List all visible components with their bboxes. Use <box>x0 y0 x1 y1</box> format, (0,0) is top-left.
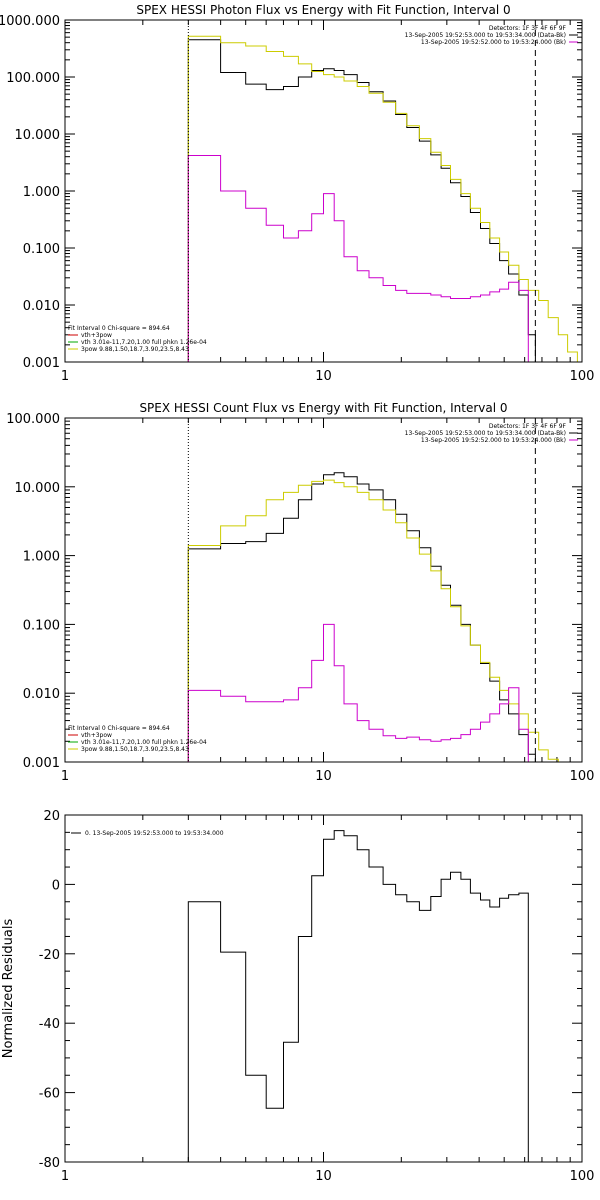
x-tick-label: 100 <box>570 1169 595 1184</box>
y-tick-label: -60 <box>39 1087 60 1102</box>
x-tick-label: 1 <box>61 769 69 784</box>
x-tick-label: 10 <box>315 369 332 384</box>
y-tick-label: 100.000 <box>6 412 60 427</box>
y-tick-label: -80 <box>39 1156 60 1171</box>
legend-entry: 13-Sep-2005 19:52:52.000 to 19:53:24.000… <box>421 39 566 46</box>
plot-frame <box>64 19 583 363</box>
x-tick-label: 100 <box>570 369 595 384</box>
legend-entry: 13-Sep-2005 19:52:53.000 to 19:53:34.000… <box>405 430 566 437</box>
y-tick-label: 10.000 <box>15 128 61 143</box>
legend-entry: vth+3pow <box>81 332 112 339</box>
plot-frame <box>64 814 583 1163</box>
x-tick-label: 1 <box>61 1169 69 1184</box>
y-tick-label: 0.001 <box>23 356 60 371</box>
y-tick-label: 1.000 <box>23 550 60 565</box>
series-line-1 <box>187 39 536 362</box>
legend-entry: vth 3.01e-11,7.20,1.00 full phkn 1.26e-0… <box>81 739 207 746</box>
y-tick-label: 1000.000 <box>0 14 60 29</box>
legend-entry: 3pow 9.88,1.50,18.7,3.90,23.5,8.43 <box>81 746 189 753</box>
y-tick-label: 0.100 <box>23 242 60 257</box>
y-tick-label: 0.100 <box>23 618 60 633</box>
x-tick-label: 1 <box>61 369 69 384</box>
x-tick-label: 10 <box>315 1169 332 1184</box>
legend-entry: 13-Sep-2005 19:52:52.000 to 19:53:24.000… <box>421 437 566 444</box>
chart-title: SPEX HESSI Photon Flux vs Energy with Fi… <box>136 3 510 17</box>
legend-entry: 3pow 9.88,1.50,18.7,3.90,23.5,8.43 <box>81 346 189 353</box>
panel-1: SPEX HESSI Photon Flux vs Energy with Fi… <box>0 3 594 384</box>
chart-title: SPEX HESSI Count Flux vs Energy with Fit… <box>139 401 507 415</box>
legend-entry: Detectors: 1F 3F 4F 6F 9F <box>489 25 567 32</box>
series-line-2 <box>187 479 568 762</box>
legend-entry: vth 3.01e-11,7.20,1.00 full phkn 1.26e-0… <box>81 339 207 346</box>
legend-entry: Detectors: 1F 3F 4F 6F 9F <box>489 423 567 430</box>
panel-3: 1 10 100 20 0 -20 -40 -60 -80 Normalized Residual… <box>1 809 594 1184</box>
series-line-1 <box>187 830 536 1162</box>
legend-entry: Fit Interval 0 Chi-square = 894.64 <box>68 725 170 732</box>
y-tick-label: 1.000 <box>23 185 60 200</box>
y-tick-label: 20 <box>43 809 60 824</box>
y-axis-label: Normalized Residuals <box>1 919 16 1059</box>
y-tick-label: 0.010 <box>23 299 60 314</box>
x-tick-label: 100 <box>570 769 595 784</box>
y-tick-label: 10.000 <box>15 481 61 496</box>
series-line-1 <box>187 472 536 762</box>
y-tick-label: -40 <box>39 1017 60 1032</box>
y-tick-label: 0 <box>52 878 60 893</box>
plot-frame <box>64 417 583 763</box>
series-line-3 <box>187 623 536 762</box>
series-line-2 <box>187 35 578 362</box>
legend-entry: vth+3pow <box>81 732 112 739</box>
y-tick-label: -20 <box>39 948 60 963</box>
legend-entry: Fit Interval 0 Chi-square = 894.64 <box>68 325 170 332</box>
x-tick-label: 10 <box>315 769 332 784</box>
panel-2: SPEX HESSI Count Flux vs Energy with Fit… <box>6 401 594 784</box>
y-tick-label: 0.001 <box>23 756 60 771</box>
y-tick-label: 0.010 <box>23 687 60 702</box>
y-tick-label: 100.000 <box>6 71 60 86</box>
legend-entry: 13-Sep-2005 19:52:53.000 to 19:53:34.000… <box>405 32 566 39</box>
series-line-3 <box>187 155 536 362</box>
legend-entry: 0. 13-Sep-2005 19:52:53.000 to 19:53:34.… <box>85 830 224 837</box>
